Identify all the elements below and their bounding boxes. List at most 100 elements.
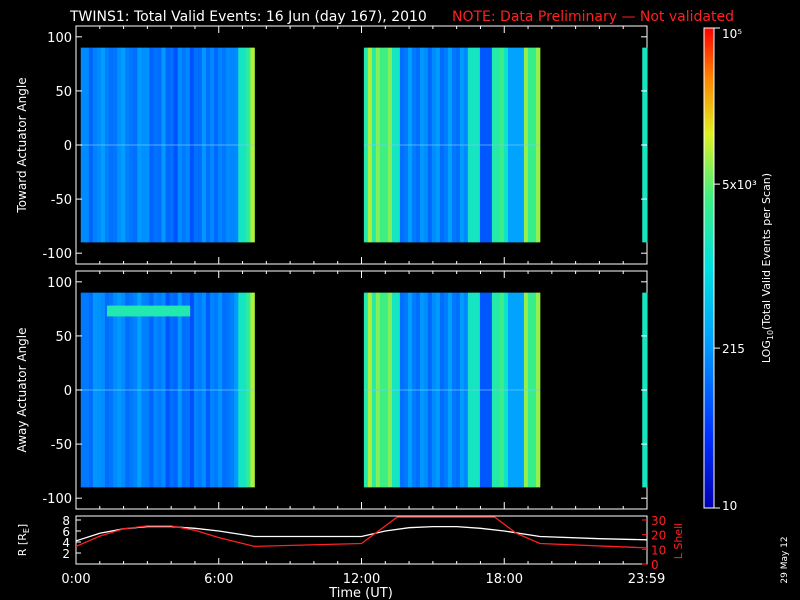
heatmap-0-segment-1-column (519, 47, 525, 243)
colorbar (703, 27, 715, 509)
heatmap-1-segment-1-column (523, 292, 529, 488)
panel-1-ytick-label: 0 (64, 384, 72, 399)
heatmap-0-segment-0-column (205, 47, 211, 243)
time-tick-label: 18:00 (486, 572, 523, 587)
lshell-tick-label: 20 (651, 529, 666, 543)
heatmap-1-segment-1-column (379, 292, 385, 488)
heatmap-1-segment-0-column (137, 292, 142, 488)
time-tick-label: 12:00 (343, 572, 380, 587)
heatmap-1-segment-0-column (153, 292, 158, 488)
colorbar-tick-label: 5x10³ (722, 178, 757, 192)
heatmap-0-segment-0-column (113, 47, 118, 243)
heatmap-1-segment-1-column (383, 292, 389, 488)
heatmap-1-segment-0-column (189, 292, 195, 488)
heatmap-0-segment-1-column (395, 47, 401, 243)
panel-0-ytick-label: 100 (47, 31, 72, 46)
heatmap-0-segment-1-column (491, 47, 497, 243)
heatmap-1-segment-0-column (165, 292, 171, 488)
heatmap-1-segment-1-column (423, 292, 429, 488)
heatmap-1-segment-0-column (214, 292, 219, 488)
heatmap-1-segment-0-column (149, 292, 154, 488)
heatmap-1-segment-1-column (403, 292, 409, 488)
away-angle-axis-label: Away Actuator Angle (15, 327, 29, 452)
heatmap-0-segment-0-column (226, 47, 231, 243)
heatmap-1-segment-0-column (117, 292, 122, 488)
heatmap-0-segment-1-column (499, 47, 505, 243)
heatmap-0-segment-1-column (403, 47, 409, 243)
heatmap-0-segment-1-column (503, 47, 509, 243)
heatmap-1-segment-0-column (169, 292, 175, 488)
heatmap-0-segment-0-column (222, 47, 227, 243)
heatmap-0-segment-1-column (423, 47, 429, 243)
heatmap-1-segment-1-column (443, 292, 449, 488)
heatmap-0-segment-1-column (439, 47, 445, 243)
heatmap-1-segment-0-column (109, 292, 114, 488)
heatmap-0-zero-stripe (363, 144, 540, 146)
heatmap-1-segment-0-column (177, 292, 183, 488)
heatmap-0-segment-0-column (250, 47, 255, 243)
heatmap-1-segment-0-column (230, 292, 235, 488)
heatmap-0-segment-0-column (117, 47, 122, 243)
colorbar-tick-label: 10⁵ (722, 27, 742, 41)
time-axis-label: Time (UT) (328, 586, 393, 600)
heatmap-1-zero-stripe (363, 389, 540, 391)
heatmap-0-segment-0-column (214, 47, 219, 243)
heatmap-1-segment-1-column (411, 292, 417, 488)
heatmap-1-segment-0-column (96, 292, 102, 488)
heatmap-1-segment-0-column (234, 292, 239, 488)
heatmap-0-segment-0-column (218, 47, 223, 243)
heatmap-1-segment-0-column (84, 292, 90, 488)
heatmap-0-segment-0-column (137, 47, 142, 243)
panel-0-ytick-label: 50 (55, 85, 72, 100)
heatmap-1-segment-0-column (121, 292, 126, 488)
panel-1-ytick-label: -50 (51, 438, 72, 453)
heatmap-1-segment-1-column (395, 292, 401, 488)
heatmap-0-segment-1-column (435, 47, 441, 243)
heatmap-1-segment-1-column (535, 292, 541, 488)
lshell-tick-label: 30 (651, 514, 666, 528)
heatmap-1-segment-0-column (185, 292, 191, 488)
heatmap-1-segment-0-column (205, 292, 211, 488)
heatmap-1-segment-1-column (459, 292, 465, 488)
heatmap-0-segment-0-column (201, 47, 207, 243)
radius-tick-label: 2 (62, 547, 70, 561)
heatmap-1-segment-1-column (367, 292, 373, 488)
heatmap-1-segment-1-column (427, 292, 433, 488)
heatmap-1-segment-0-column (173, 292, 179, 488)
panel-1-ytick-label: 50 (55, 330, 72, 345)
heatmap-1-segment-1-column (531, 292, 537, 488)
heatmap-0-segment-1-column (463, 47, 469, 243)
heatmap-0-segment-0-column (104, 47, 110, 243)
heatmap-1-segment-1-column (471, 292, 477, 488)
heatmap-1-segment-0-column (157, 292, 162, 488)
heatmap-0-segment-1-column (483, 47, 489, 243)
heatmap-0-segment-0-column (129, 47, 134, 243)
heatmap-0-segment-1-column (531, 47, 537, 243)
heatmap-0-segment-1-column (371, 47, 377, 243)
heatmap-0-segment-0-column (177, 47, 183, 243)
heatmap-1-segment-0-column (113, 292, 118, 488)
heatmap-0-segment-0-column (181, 47, 187, 243)
heatmap-1-segment-0-column (210, 292, 215, 488)
heatmap-0-segment-1-column (443, 47, 449, 243)
heatmap-1-segment-1-column (495, 292, 501, 488)
heatmap-0-segment-0-column (169, 47, 175, 243)
heatmap-0-zero-stripe (80, 144, 255, 146)
preliminary-note: NOTE: Data Preliminary — Not validated (452, 9, 734, 25)
heatmap-0-segment-0-column (109, 47, 114, 243)
heatmap-0-segment-1-column (431, 47, 437, 243)
heatmap-1-segment-0-column (80, 292, 86, 488)
heatmap-1-segment-1-column (519, 292, 525, 488)
heatmap-1-segment-1-column (483, 292, 489, 488)
radius-axis-label: R [RE] (16, 524, 31, 556)
heatmap-1-segment-1-column (487, 292, 493, 488)
time-tick-label: 0:00 (61, 572, 90, 587)
heatmap-0-segment-0-column (197, 47, 203, 243)
heatmap-0-segment-1-column (451, 47, 457, 243)
heatmap-1-segment-1-column (375, 292, 381, 488)
orbit-panel-frame (75, 515, 648, 565)
heatmap-1-segment-0-column (242, 292, 247, 488)
heatmap-1-segment-1-column (407, 292, 413, 488)
heatmap-0-segment-0-column (161, 47, 166, 243)
